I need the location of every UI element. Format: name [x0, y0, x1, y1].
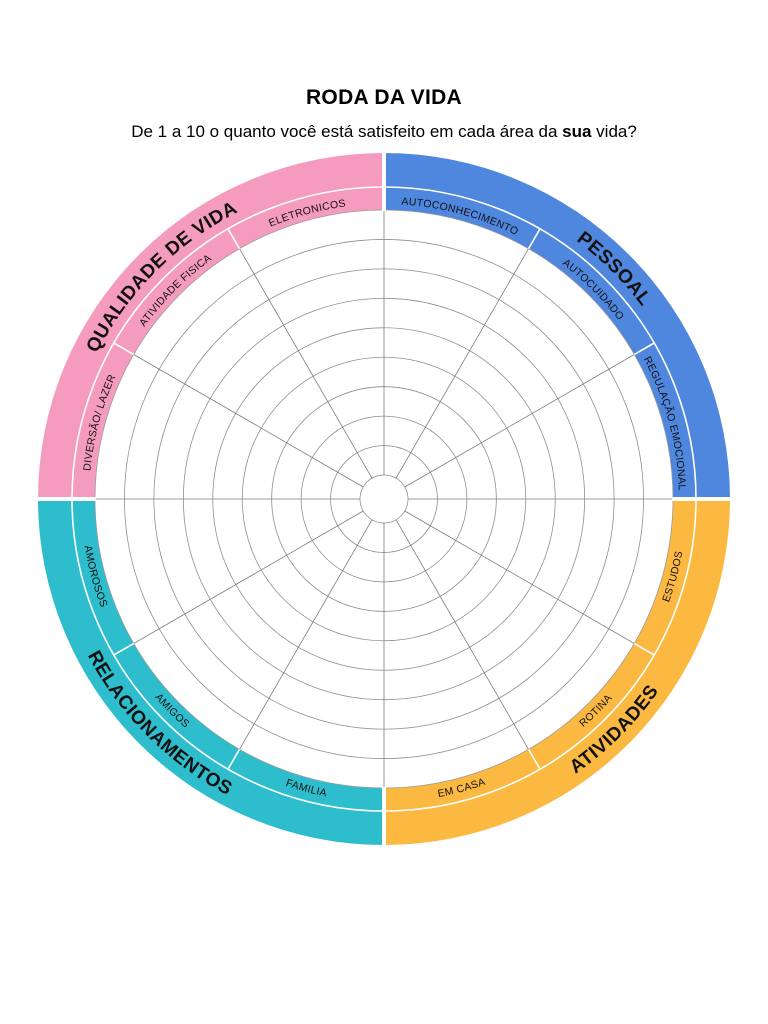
spoke-2 — [395, 248, 529, 479]
spoke-5 — [404, 510, 635, 644]
page-title: RODA DA VIDA — [305, 86, 463, 109]
section-band-pessoal — [384, 153, 730, 499]
area-divider-12 — [227, 228, 241, 250]
spoke-3 — [404, 354, 635, 488]
wheel-grid — [94, 209, 674, 789]
subtitle-emphasis: sua — [562, 122, 592, 141]
section-separators — [36, 151, 732, 847]
area-divider-6 — [527, 748, 541, 770]
spoke-12 — [239, 248, 373, 479]
page-subtitle: De 1 a 10 o quanto você está satisfeito … — [0, 122, 768, 142]
area-divider-3 — [633, 342, 655, 356]
area-divider-8 — [227, 748, 241, 770]
area-divider-5 — [633, 642, 655, 656]
spoke-8 — [239, 519, 373, 750]
spoke-9 — [133, 510, 364, 644]
area-divider-9 — [113, 642, 135, 656]
section-band-atividades — [384, 499, 730, 845]
section-band-qualidade-de-vida — [38, 153, 384, 499]
spoke-6 — [395, 519, 529, 750]
subtitle-end: vida? — [591, 122, 637, 141]
spoke-11 — [133, 354, 364, 488]
subtitle-text: De 1 a 10 o quanto você está satisfeito … — [131, 122, 563, 141]
section-band-relacionamentos — [38, 499, 384, 845]
area-divider-11 — [113, 342, 135, 356]
area-divider-2 — [527, 228, 541, 250]
